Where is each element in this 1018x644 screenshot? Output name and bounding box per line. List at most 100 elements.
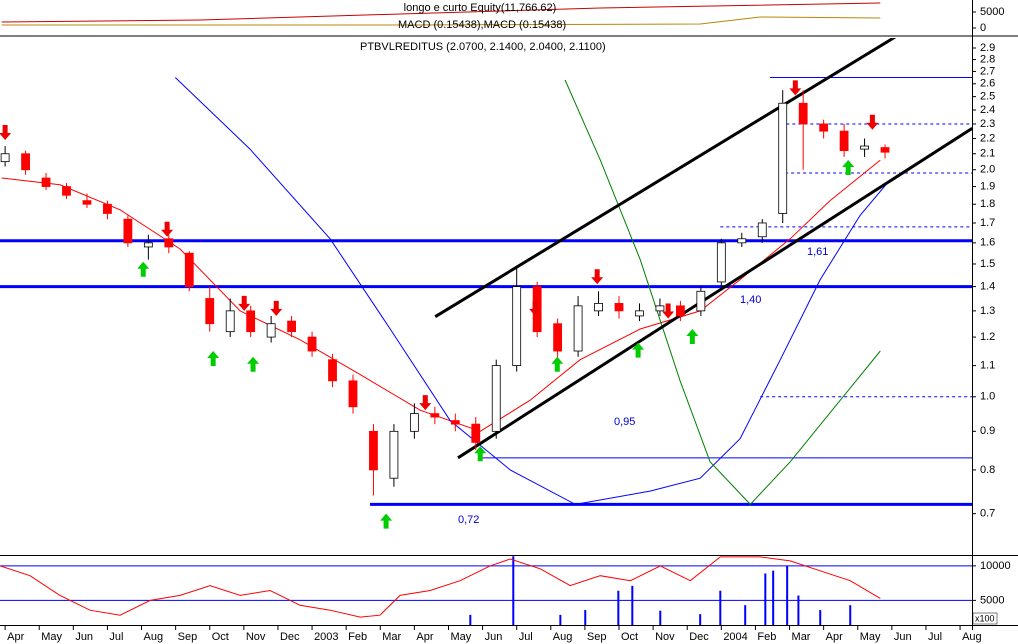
y-tick-label: 2.2 bbox=[980, 132, 995, 144]
buy-arrow bbox=[380, 513, 393, 529]
sell-arrow bbox=[419, 395, 432, 411]
buy-arrow bbox=[137, 261, 150, 277]
equity-panel bbox=[1, 2, 881, 26]
candle-body bbox=[491, 365, 501, 432]
candle-body bbox=[573, 305, 583, 352]
buy-arrow bbox=[474, 446, 487, 462]
x-tick-label: Aug bbox=[962, 631, 982, 643]
candle-body bbox=[737, 238, 747, 244]
candle-body bbox=[553, 323, 563, 352]
candle-body bbox=[880, 147, 890, 153]
volume-bar bbox=[584, 610, 587, 625]
sell-arrow bbox=[238, 295, 251, 311]
candle-body bbox=[676, 305, 685, 317]
level-label: 1,61 bbox=[807, 246, 828, 258]
series-line bbox=[457, 127, 972, 460]
buy-arrow bbox=[207, 351, 220, 367]
candle-body bbox=[307, 336, 317, 352]
candle-body bbox=[225, 310, 235, 333]
x-tick-label: May bbox=[450, 631, 471, 643]
sell-arrow bbox=[0, 125, 12, 141]
candle-body bbox=[369, 430, 378, 471]
candle-body bbox=[450, 420, 460, 425]
volume-bar bbox=[772, 570, 775, 625]
buy-arrow bbox=[247, 356, 260, 372]
x-tick-label: Mar bbox=[382, 631, 401, 643]
series-line bbox=[1, 16, 881, 26]
candle-body bbox=[635, 310, 644, 317]
volume-panel bbox=[0, 556, 972, 625]
y-tick-label: 1.0 bbox=[980, 391, 995, 403]
candle-body bbox=[839, 130, 849, 152]
level-label: 0,95 bbox=[614, 416, 635, 428]
candle-body bbox=[62, 186, 71, 196]
volume-bar bbox=[744, 605, 747, 625]
y-tick-label: 1.4 bbox=[980, 280, 995, 292]
volume-bar bbox=[786, 565, 789, 625]
sell-arrow bbox=[270, 300, 283, 316]
x-tick-label: Aug bbox=[553, 631, 573, 643]
y-tick-label: 0.9 bbox=[980, 425, 995, 437]
candle-body bbox=[0, 153, 10, 163]
volume-bar bbox=[559, 614, 562, 625]
x-tick-label: Apr bbox=[826, 631, 843, 643]
volume-bar bbox=[849, 605, 852, 625]
series-line bbox=[174, 77, 891, 505]
y-tick-label: 1.8 bbox=[980, 198, 995, 210]
x-tick-label: 2004 bbox=[723, 631, 747, 643]
x-tick-label: Aug bbox=[144, 631, 164, 643]
y-tick-label: 0.7 bbox=[980, 508, 995, 520]
candle-body bbox=[471, 423, 481, 443]
x-tick-label: Jun bbox=[894, 631, 912, 643]
x-tick-label: Mar bbox=[792, 631, 811, 643]
sell-arrow bbox=[662, 303, 675, 319]
sell-arrow bbox=[529, 300, 542, 316]
candle-body bbox=[348, 380, 358, 408]
series-line bbox=[1, 2, 881, 23]
x-tick-label: Jul bbox=[109, 631, 123, 643]
candle-body bbox=[819, 123, 829, 132]
y-tick-label: 2.4 bbox=[980, 104, 995, 116]
x-tick-label: Feb bbox=[348, 631, 367, 643]
volume-bar bbox=[819, 610, 822, 625]
y-tick-label: 0.8 bbox=[980, 464, 995, 476]
volume-bar bbox=[797, 595, 800, 625]
sell-arrow bbox=[866, 114, 879, 130]
candle-body bbox=[757, 222, 767, 238]
candle-body bbox=[655, 305, 665, 312]
x-tick-label: Jun bbox=[75, 631, 93, 643]
candle-body bbox=[143, 242, 153, 248]
y-tick-label: 1.2 bbox=[980, 331, 995, 343]
x-tick-label: May bbox=[41, 631, 62, 643]
candle-body bbox=[778, 102, 788, 214]
series-line bbox=[564, 79, 881, 506]
buy-arrow bbox=[842, 160, 855, 176]
axes: 0 5000 0.7 0.8 0.9 1.0 1.1 1.2 1.3 1.4 1.5 1.6 1.7 1.… bbox=[4, 6, 1011, 643]
x-tick-label: Jul bbox=[928, 631, 942, 643]
y-tick-label: 2.6 bbox=[980, 78, 995, 90]
volume-bar bbox=[631, 585, 634, 625]
y-tick-label: 2.9 bbox=[980, 42, 995, 54]
unit-label: x100 bbox=[975, 613, 995, 623]
sell-arrow bbox=[591, 269, 604, 285]
candle-body bbox=[430, 413, 440, 418]
candle-body bbox=[266, 323, 276, 338]
y-tick-label: 1.1 bbox=[980, 359, 995, 371]
volume-bar bbox=[617, 590, 620, 625]
y-tick-label: 1.6 bbox=[980, 237, 995, 249]
candle-body bbox=[184, 252, 194, 287]
x-tick-label: Jul bbox=[519, 631, 533, 643]
macd-title: MACD (0.15438),MACD (0.15438) bbox=[398, 19, 566, 31]
y-tick-label: 1.3 bbox=[980, 305, 995, 317]
x-tick-label: Apr bbox=[7, 631, 24, 643]
y-tick-label: 2.3 bbox=[980, 118, 995, 130]
unit-box bbox=[972, 612, 998, 625]
x-tick-label: Dec bbox=[689, 631, 709, 643]
buy-arrow bbox=[551, 356, 564, 372]
candle-body bbox=[287, 320, 297, 333]
y-tick-label: 2.8 bbox=[980, 53, 995, 65]
buy-arrow bbox=[632, 342, 645, 358]
candle-body bbox=[123, 218, 133, 244]
